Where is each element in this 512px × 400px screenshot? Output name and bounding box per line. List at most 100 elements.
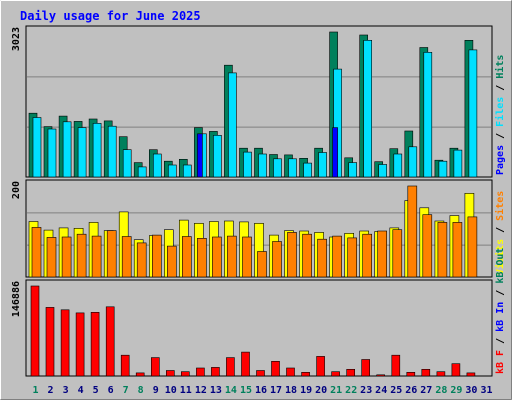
bar-sites-day-24: [377, 230, 388, 278]
bar-sites-day-15: [242, 236, 252, 278]
bar-pages-day-21: [332, 127, 338, 178]
bar-files-day-7: [122, 149, 132, 178]
x-tick-label-day-4: 4: [78, 385, 84, 396]
bar-kb-f-day-27: [421, 368, 431, 377]
chart-panel-3: 146886 kB F / kB In / kB Out: [11, 248, 506, 377]
bar-files-day-28: [438, 160, 448, 178]
bar-sites-day-23: [362, 233, 373, 278]
bar-files-day-23: [363, 39, 373, 178]
bar-sites-day-4: [76, 233, 87, 278]
bar-kb-f-day-21: [331, 371, 340, 377]
bar-files-day-4: [77, 127, 87, 178]
x-tick-label-day-23: 23: [360, 385, 372, 396]
bar-sites-day-16: [257, 251, 267, 278]
legend-separator: /: [495, 221, 506, 239]
bar-sites-day-5: [91, 235, 102, 278]
x-tick-label-day-22: 22: [345, 385, 357, 396]
x-tick-label-day-15: 15: [240, 385, 252, 396]
x-tick-label-day-18: 18: [285, 385, 297, 396]
bar-sites-day-27: [422, 214, 433, 278]
x-tick-label-day-8: 8: [138, 385, 144, 396]
bar-kb-f-day-2: [45, 307, 55, 377]
x-tick-label-day-19: 19: [300, 385, 312, 396]
bar-files-day-2: [47, 128, 57, 178]
hits-files-pages-label: Pages / Files / Hits: [494, 55, 506, 175]
kb-label: kB F / kB In / kB Out: [495, 248, 506, 374]
x-tick-label-day-16: 16: [255, 385, 267, 396]
bar-files-day-24: [378, 164, 388, 178]
legend-kb-f: kB F: [495, 350, 506, 374]
x-tick-label-day-24: 24: [375, 385, 387, 396]
bar-kb-f-day-22: [346, 368, 356, 377]
x-tick-label-day-31: 31: [480, 385, 492, 396]
bar-files-day-9: [153, 153, 162, 178]
bar-kb-f-day-25: [391, 354, 401, 377]
bar-files-day-17: [273, 158, 282, 178]
bar-sites-day-1: [31, 227, 42, 278]
bar-kb-f-day-3: [60, 309, 70, 377]
x-tick-label-day-7: 7: [123, 385, 129, 396]
bar-kb-f-day-4: [75, 312, 85, 377]
bar-sites-day-14: [227, 235, 237, 278]
bar-files-day-6: [107, 125, 117, 178]
bar-kb-f-day-5: [90, 311, 100, 377]
bar-kb-f-day-10: [166, 370, 175, 377]
bar-files-day-16: [258, 153, 267, 178]
bar-files-day-15: [243, 151, 252, 178]
bar-files-day-20: [318, 152, 327, 178]
x-tick-label-day-29: 29: [450, 385, 462, 396]
plot-area: [25, 279, 493, 377]
bar-kb-f-day-11: [181, 371, 190, 377]
chart-title: Daily usage for June 2025: [20, 9, 201, 23]
bar-files-day-18: [288, 158, 297, 178]
legend-hits: Hits: [494, 55, 506, 79]
bar-kb-f-day-8: [135, 372, 145, 377]
legend-kb-out: kB Out: [495, 248, 506, 284]
x-tick-label-day-20: 20: [315, 385, 327, 396]
bar-kb-f-day-29: [451, 363, 461, 377]
x-tick-label-day-11: 11: [180, 385, 192, 396]
bar-kb-f-day-6: [105, 306, 115, 377]
bar-sites-day-25: [392, 229, 403, 278]
bar-sites-day-18: [287, 232, 297, 278]
bar-kb-f-day-26: [406, 371, 416, 377]
x-tick-label-day-26: 26: [405, 385, 417, 396]
bar-kb-f-day-7: [120, 354, 130, 377]
x-tick-label-day-27: 27: [420, 385, 432, 396]
visits-sites-label: Visits / Sites: [494, 191, 506, 275]
x-tick-label-day-6: 6: [108, 385, 114, 396]
bar-sites-day-6: [106, 230, 117, 278]
bar-kb-f-day-12: [196, 367, 205, 377]
bar-kb-f-day-16: [256, 370, 265, 377]
x-tick-label-day-30: 30: [465, 385, 477, 396]
bar-kb-f-day-28: [436, 371, 446, 377]
chart-panel-2: 200 Visits / Sites: [11, 179, 506, 278]
bar-sites-day-8: [136, 242, 147, 278]
bar-files-day-27: [423, 51, 433, 178]
bar-sites-day-3: [61, 236, 72, 278]
bar-files-day-26: [408, 146, 418, 178]
x-axis-labels: 1 2 3 4 5 6 7 8 9 10 11 12 13 14 15 16 17 18 19 20 21 22 23 24 2…: [32, 385, 492, 396]
bar-files-day-19: [303, 162, 312, 178]
x-tick-label-day-12: 12: [195, 385, 207, 396]
bar-sites-day-28: [437, 222, 448, 278]
bar-files-day-8: [137, 166, 147, 178]
bar-sites-day-30: [467, 216, 478, 278]
bar-sites-day-12: [197, 238, 207, 278]
bar-files-day-3: [62, 121, 72, 178]
bar-kb-f-day-17: [271, 360, 280, 377]
legend-separator: /: [495, 127, 506, 145]
bar-files-day-22: [348, 162, 358, 178]
bar-sites-day-22: [347, 237, 358, 278]
x-tick-label-day-17: 17: [270, 385, 282, 396]
bar-files-day-30: [468, 49, 478, 178]
legend-pages: Pages: [495, 145, 506, 175]
x-tick-label-day-21: 21: [330, 385, 342, 396]
bar-sites-day-13: [212, 236, 222, 278]
x-tick-label-day-1: 1: [32, 385, 38, 396]
y-max-label: 146886: [11, 281, 22, 317]
x-tick-label-day-25: 25: [390, 385, 402, 396]
chart-panel-1: 3023 Pages / Files / Hits: [11, 25, 506, 178]
x-tick-label-day-9: 9: [153, 385, 159, 396]
